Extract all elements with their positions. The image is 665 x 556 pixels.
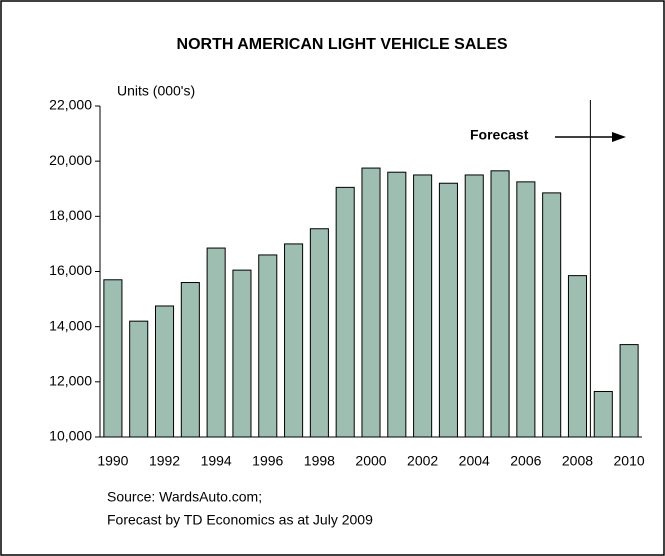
bar — [206, 247, 226, 438]
bar — [413, 174, 433, 438]
x-tick-label: 2000 — [355, 453, 386, 469]
x-tick-label: 1992 — [149, 453, 180, 469]
y-tick-label: 22,000 — [49, 97, 92, 113]
y-tick-label: 12,000 — [49, 373, 92, 389]
bar — [180, 282, 200, 438]
y-tick-label: 14,000 — [49, 317, 92, 333]
bar — [103, 279, 123, 438]
x-tick-label: 2008 — [562, 453, 593, 469]
bar — [387, 171, 407, 438]
forecast-arrowhead — [612, 132, 626, 142]
bar — [258, 254, 278, 438]
bar — [619, 344, 639, 438]
x-tick-label: 1996 — [252, 453, 283, 469]
bar — [154, 305, 175, 438]
bar — [309, 228, 329, 438]
bar — [593, 390, 613, 438]
y-axis-label: Units (000's) — [117, 83, 195, 99]
x-tick-label: 2006 — [510, 453, 541, 469]
source-line: Source: WardsAuto.com; — [107, 489, 262, 505]
bar — [464, 174, 484, 438]
bar — [490, 170, 510, 438]
bar — [284, 243, 304, 438]
x-tick-label: 1998 — [304, 453, 335, 469]
y-tick-label: 20,000 — [49, 152, 92, 168]
x-tick-label: 2010 — [614, 453, 645, 469]
bar — [361, 167, 381, 438]
forecast-label: Forecast — [470, 127, 529, 143]
bar — [516, 181, 536, 438]
bar — [129, 320, 149, 438]
bar — [232, 269, 252, 438]
bar — [335, 186, 355, 438]
chart-title: NORTH AMERICAN LIGHT VEHICLE SALES — [177, 36, 508, 53]
y-tick-label: 16,000 — [49, 262, 92, 278]
x-tick-label: 2004 — [459, 453, 490, 469]
bar — [542, 192, 562, 438]
x-tick-label: 2002 — [407, 453, 438, 469]
source-line: Forecast by TD Economics as at July 2009 — [107, 512, 373, 528]
y-tick-label: 10,000 — [49, 428, 92, 444]
y-tick-label: 18,000 — [49, 207, 92, 223]
bar — [438, 182, 458, 438]
bar — [567, 275, 588, 438]
x-tick-label: 1990 — [97, 453, 128, 469]
x-tick-label: 1994 — [201, 453, 232, 469]
